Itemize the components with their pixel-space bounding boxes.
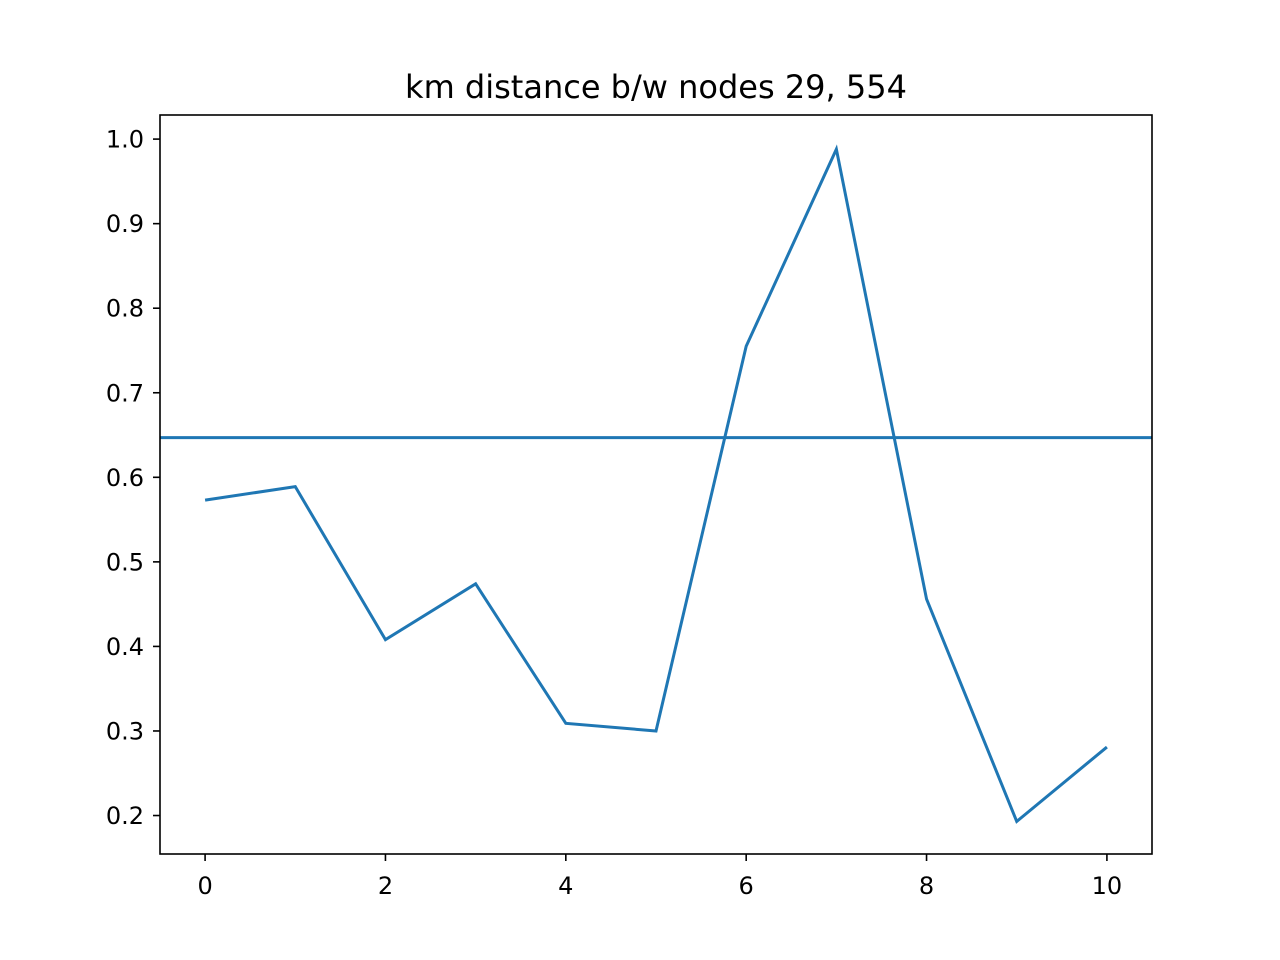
- plot-area: [160, 144, 1152, 824]
- y-tick-label: 1.0: [106, 126, 144, 154]
- y-tick-label: 0.9: [106, 210, 144, 238]
- x-tick-label: 10: [1092, 872, 1123, 900]
- chart-title: km distance b/w nodes 29, 554: [405, 68, 907, 106]
- series-line: [204, 144, 1108, 824]
- x-tick-label: 2: [378, 872, 393, 900]
- y-tick-label: 0.2: [106, 802, 144, 830]
- x-tick-label: 6: [739, 872, 754, 900]
- y-tick-label: 0.3: [106, 717, 144, 745]
- axes-frame: [159, 114, 1153, 855]
- y-tick-label: 0.5: [106, 548, 144, 576]
- y-tick-label: 0.6: [106, 464, 144, 492]
- axes: 0 2 4 6 8 10 0.2 0.3 0.4 0.5 0.6 0.7 0.8 0.9 1.0: [106, 114, 1153, 900]
- x-tick-label: 4: [558, 872, 573, 900]
- y-tick-label: 0.7: [106, 379, 144, 407]
- x-tick-label: 8: [919, 872, 934, 900]
- y-tick-label: 0.4: [106, 633, 144, 661]
- y-tick-label: 0.8: [106, 295, 144, 323]
- x-tick-label: 0: [197, 872, 212, 900]
